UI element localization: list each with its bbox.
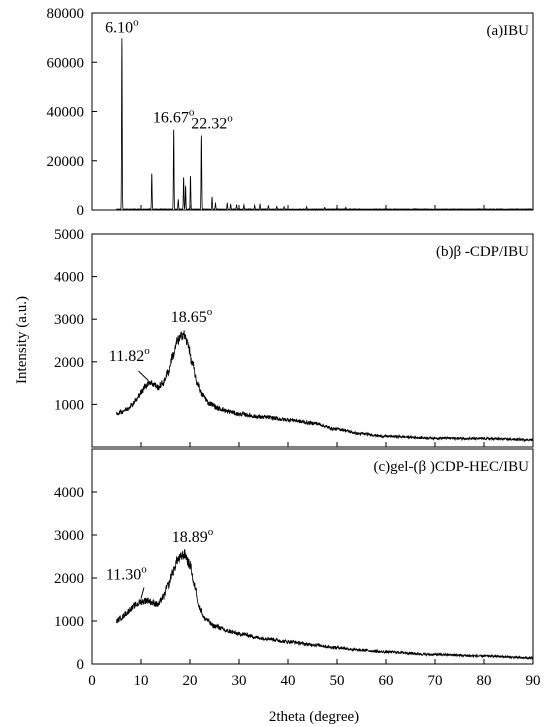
panel-c: 0 1000 2000 3000 4000 (c)gel-(β )CDP-HEC/IBU 1… xyxy=(54,448,534,673)
peak-annotation-value: 11.30 xyxy=(106,567,141,584)
xrd-series-line xyxy=(116,330,534,443)
peak-annotation: 6.10o xyxy=(105,17,139,37)
peak-annotation: 11.30o xyxy=(106,564,147,584)
x-tick-label: 30 xyxy=(232,673,247,689)
x-tick-label: 40 xyxy=(281,673,296,689)
peak-annotation-value: 18.65 xyxy=(171,309,207,326)
peak-annotation: 16.67o xyxy=(153,107,195,127)
peak-annotation-value: 16.67 xyxy=(153,110,189,127)
y-tick-label: 2000 xyxy=(54,355,84,371)
x-tick-label: 10 xyxy=(134,673,149,689)
peak-annotation: 18.65o xyxy=(171,306,213,326)
y-tick-label: 20000 xyxy=(47,154,85,170)
xrd-series-line xyxy=(116,549,534,661)
chart-panels: 020000400006000080000(a)IBU6.10o16.67o22… xyxy=(47,6,534,673)
peak-annotation-value: 11.82 xyxy=(109,348,144,365)
x-tick-label: 50 xyxy=(330,673,345,689)
panel-label: (c)gel-(β )CDP-HEC/IBU xyxy=(373,459,529,475)
peak-annotation-value: 22.32 xyxy=(191,116,227,133)
degree-mark: o xyxy=(207,306,213,318)
panel-label: (b)β -CDP/IBU xyxy=(436,244,529,260)
degree-mark: o xyxy=(133,17,139,29)
degree-mark: o xyxy=(144,345,150,357)
x-tick-label: 60 xyxy=(379,673,394,689)
y-tick-label: 1000 xyxy=(54,614,84,630)
peak-annotation: 22.32o xyxy=(191,113,233,133)
annotation-pointer xyxy=(140,587,145,599)
x-axis-label: 2theta (degree) xyxy=(269,709,359,725)
x-tick-label: 0 xyxy=(88,673,96,689)
y-tick-label: 80000 xyxy=(47,6,85,22)
xrd-series-line xyxy=(116,38,534,211)
degree-mark: o xyxy=(189,107,195,119)
x-tick-label: 80 xyxy=(477,673,492,689)
x-tick-label: 90 xyxy=(526,673,541,689)
panel-a: 020000400006000080000(a)IBU6.10o16.67o22… xyxy=(47,6,534,219)
y-tick-label: 3000 xyxy=(54,312,84,328)
y-tick-label: 4000 xyxy=(54,485,84,501)
y-tick-label: 1000 xyxy=(54,397,84,413)
y-axis-label: Intensity (a.u.) xyxy=(14,296,30,384)
y-tick-label: 2000 xyxy=(54,571,84,587)
peak-annotation: 18.89o xyxy=(172,526,214,546)
y-tick-label: 5000 xyxy=(54,227,84,243)
degree-mark: o xyxy=(208,526,214,538)
x-tick-label: 70 xyxy=(428,673,443,689)
peak-annotation: 11.82o xyxy=(109,345,150,365)
x-tick-label: 20 xyxy=(183,673,198,689)
panel-frame xyxy=(91,233,534,448)
panel-label: (a)IBU xyxy=(487,23,530,39)
y-tick-label: 0 xyxy=(77,657,85,673)
peak-annotation-value: 6.10 xyxy=(105,20,133,37)
y-tick-label: 0 xyxy=(77,203,85,219)
y-tick-label: 3000 xyxy=(54,528,84,544)
peak-annotation-value: 18.89 xyxy=(172,529,208,546)
panel-frame xyxy=(91,448,534,665)
x-axis: 0 10 20 30 40 50 60 70 80 90 xyxy=(88,673,540,689)
degree-mark: o xyxy=(227,113,233,125)
degree-mark: o xyxy=(141,564,147,576)
y-tick-label: 40000 xyxy=(47,105,85,121)
y-tick-label: 4000 xyxy=(54,270,84,286)
y-tick-label: 60000 xyxy=(47,55,85,71)
annotation-pointer xyxy=(138,370,149,381)
